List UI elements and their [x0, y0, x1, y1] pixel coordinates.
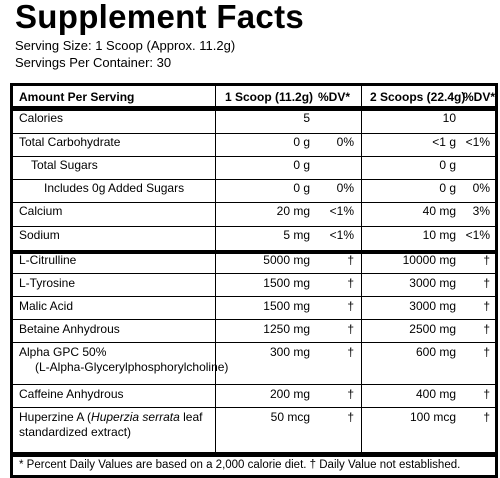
- row-dv-1: <1%: [329, 228, 354, 242]
- section-rule: [13, 250, 495, 254]
- row-dv-2: <1%: [465, 135, 490, 149]
- row-amount-2: 600 mg: [415, 345, 456, 359]
- row-amount-1: 0 g: [293, 181, 310, 195]
- row-dv-1: †: [347, 253, 354, 267]
- row-dv-1: 0%: [336, 181, 354, 195]
- supplement-facts-panel: Supplement Facts Serving Size: 1 Scoop (…: [3, 0, 498, 478]
- row-dv-2: †: [483, 299, 490, 313]
- facts-table: Amount Per Serving 1 Scoop (11.2g) %DV* …: [10, 83, 498, 478]
- row-name: L-Tyrosine: [19, 276, 76, 290]
- row-name: L-Citrulline: [19, 253, 77, 267]
- row-name: Total Carbohydrate: [19, 135, 121, 149]
- row-amount-1: 20 mg: [276, 204, 310, 218]
- footer-rule: [13, 452, 495, 457]
- row-name: Betaine Anhydrous: [19, 322, 120, 336]
- row-amount-2: 40 mg: [422, 204, 456, 218]
- row-dv-2: †: [483, 345, 490, 359]
- row-dv-2: †: [483, 322, 490, 336]
- row-divider: [13, 156, 495, 157]
- row-amount-1: 1500 mg: [263, 276, 310, 290]
- row-amount-1: 50 mcg: [270, 410, 310, 424]
- servings-per-container: Servings Per Container: 30: [15, 55, 172, 70]
- col-divider-1: [215, 86, 216, 452]
- row-amount-2: 10 mg: [422, 228, 456, 242]
- row-divider: [13, 407, 495, 408]
- row-amount-1: 200 mg: [269, 387, 310, 401]
- row-dv-1: †: [347, 345, 354, 359]
- row-amount-2: 3000 mg: [409, 299, 456, 313]
- row-divider: [13, 133, 495, 134]
- row-name-line2: standardized extract): [19, 425, 132, 439]
- row-name: Malic Acid: [19, 299, 74, 313]
- row-divider: [13, 226, 495, 227]
- row-name-italic: Huperzia serrata: [91, 410, 180, 424]
- col-divider-2: [361, 86, 362, 452]
- row-name: Alpha GPC 50%: [19, 345, 107, 359]
- row-dv-2: †: [483, 410, 490, 424]
- row-divider: [13, 319, 495, 320]
- row-divider: [13, 384, 495, 385]
- row-name-line2: (L-Alpha-Glycerylphosphorylcholine): [35, 360, 229, 374]
- row-divider: [13, 342, 495, 343]
- row-dv-1: 0%: [336, 135, 354, 149]
- row-amount-1: 1500 mg: [263, 299, 310, 313]
- header-dv1: %DV*: [318, 90, 351, 104]
- row-name: Calcium: [19, 204, 63, 218]
- row-amount-1: 0 g: [293, 158, 310, 172]
- header-dv2: %DV*: [463, 90, 496, 104]
- row-amount-1: 300 mg: [269, 345, 310, 359]
- row-dv-1: †: [347, 387, 354, 401]
- row-divider: [13, 202, 495, 203]
- header-rule: [13, 106, 495, 111]
- row-amount-2: 0 g: [439, 181, 456, 195]
- row-dv-1: †: [347, 322, 354, 336]
- row-dv-2: †: [483, 253, 490, 267]
- row-divider: [13, 273, 495, 274]
- row-amount-2: 0 g: [439, 158, 456, 172]
- header-col1: 1 Scoop (11.2g): [225, 90, 314, 104]
- footnote: * Percent Daily Values are based on a 2,…: [19, 459, 461, 471]
- row-amount-2: 100 mcg: [409, 410, 456, 424]
- row-amount-1: 5 mg: [283, 228, 310, 242]
- row-dv-1: †: [347, 299, 354, 313]
- row-amount-2: 10: [442, 111, 456, 125]
- row-amount-2: 400 mg: [415, 387, 456, 401]
- row-dv-2: †: [483, 387, 490, 401]
- row-amount-2: <1 g: [432, 135, 456, 149]
- row-dv-2: <1%: [465, 228, 490, 242]
- row-dv-2: 0%: [472, 181, 490, 195]
- row-amount-1: 5000 mg: [263, 253, 310, 267]
- row-name: Includes 0g Added Sugars: [44, 181, 185, 195]
- row-amount-2: 10000 mg: [402, 253, 456, 267]
- panel-title: Supplement Facts: [15, 0, 305, 35]
- row-amount-2: 2500 mg: [409, 322, 456, 336]
- row-dv-2: 3%: [472, 204, 490, 218]
- row-name: Huperzine A (Huperzia serrata leaf: [19, 410, 203, 424]
- row-amount-1: 0 g: [293, 135, 310, 149]
- row-divider: [13, 296, 495, 297]
- header-col2: 2 Scoops (22.4g): [370, 90, 466, 104]
- header-amount: Amount Per Serving: [19, 90, 135, 104]
- row-name: Total Sugars: [31, 158, 98, 172]
- row-dv-1: †: [347, 276, 354, 290]
- row-name: Calories: [19, 111, 64, 125]
- row-name: Caffeine Anhydrous: [19, 387, 124, 401]
- row-name: Sodium: [19, 228, 60, 242]
- row-dv-1: <1%: [329, 204, 354, 218]
- serving-size: Serving Size: 1 Scoop (Approx. 11.2g): [15, 38, 236, 53]
- row-divider: [13, 179, 495, 180]
- row-dv-1: †: [347, 410, 354, 424]
- row-amount-2: 3000 mg: [409, 276, 456, 290]
- row-dv-2: †: [483, 276, 490, 290]
- row-amount-1: 5: [303, 111, 310, 125]
- row-amount-1: 1250 mg: [263, 322, 310, 336]
